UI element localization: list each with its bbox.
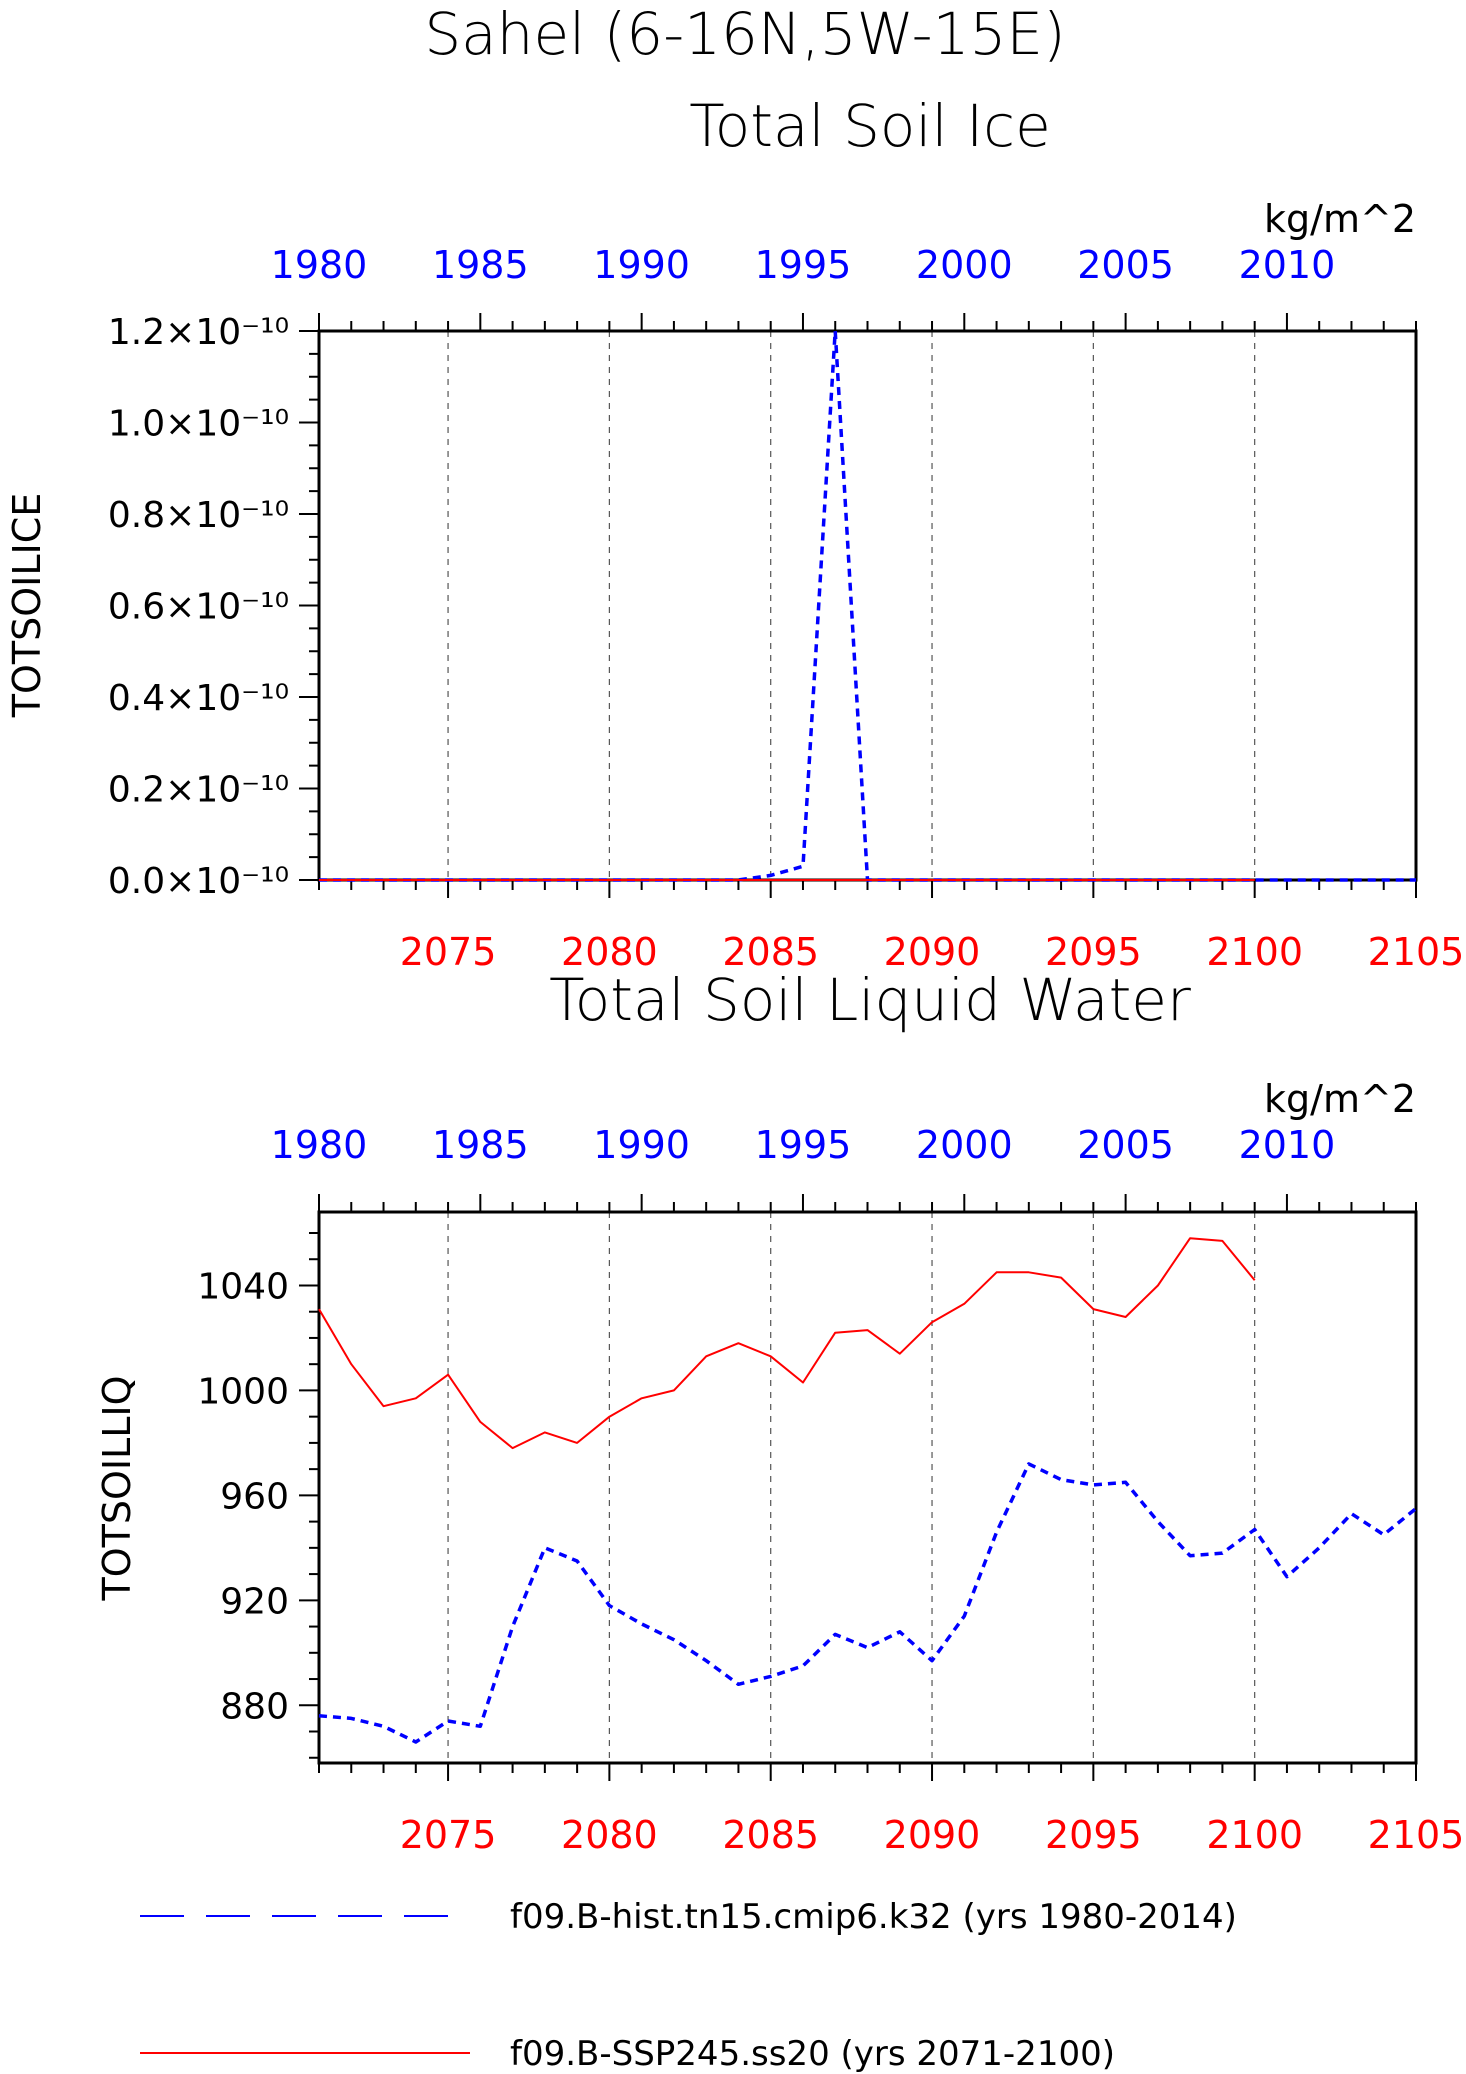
chart-title: Total Soil Liquid Water [549, 966, 1191, 1034]
units-label: kg/m^2 [1264, 197, 1416, 241]
legend-label-ssp: f09.B-SSP245.ss20 (yrs 2071-2100) [510, 2034, 1115, 2074]
series-hist-line [319, 329, 1416, 882]
top-tick-label: 1980 [271, 243, 368, 287]
bottom-tick-label: 2100 [1206, 930, 1303, 974]
bottom-tick-label: 2105 [1368, 930, 1465, 974]
bottom-tick-label: 2085 [722, 1813, 819, 1857]
series-ssp-line [318, 1237, 1256, 1450]
top-tick-label: 1990 [593, 243, 690, 287]
top-tick-label: 2005 [1077, 243, 1174, 287]
bottom-tick-label: 2085 [722, 930, 819, 974]
top-tick-label: 1985 [432, 1123, 529, 1167]
bottom-tick-label: 2090 [884, 930, 981, 974]
top-tick-label: 2010 [1239, 1123, 1336, 1167]
y-tick-label: 1040 [197, 1266, 289, 1307]
top-tick-label: 1990 [593, 1123, 690, 1167]
plot-frame [317, 329, 1418, 882]
top-tick-label: 2005 [1077, 1123, 1174, 1167]
y-tick-label: 1000 [197, 1371, 289, 1412]
top-tick-label: 2010 [1239, 243, 1336, 287]
y-tick-label: 1.2×10⁻¹⁰ [108, 312, 289, 353]
bottom-tick-label: 2075 [400, 930, 497, 974]
plot-frame [317, 1210, 1418, 1765]
y-tick-label: 0.8×10⁻¹⁰ [108, 495, 289, 536]
y-tick-label: 0.2×10⁻¹⁰ [108, 770, 289, 811]
y-tick-label: 880 [220, 1686, 289, 1727]
top-tick-label: 1995 [755, 1123, 852, 1167]
y-tick-label: 0.4×10⁻¹⁰ [108, 678, 289, 719]
top-tick-label: 1980 [271, 1123, 368, 1167]
bottom-tick-label: 2080 [561, 1813, 658, 1857]
figure-title: Sahel (6-16N,5W-15E) [424, 0, 1065, 68]
bottom-tick-label: 2090 [884, 1813, 981, 1857]
y-tick-label: 920 [220, 1581, 289, 1622]
bottom-tick-label: 2100 [1206, 1813, 1303, 1857]
y-tick-label: 960 [220, 1476, 289, 1517]
top-tick-label: 1985 [432, 243, 529, 287]
legend: f09.B-hist.tn15.cmip6.k32 (yrs 1980-2014… [140, 1897, 1237, 2074]
y-axis-label: TOTSOILICE [5, 493, 49, 719]
bottom-tick-label: 2105 [1368, 1813, 1465, 1857]
y-tick-label: 0.6×10⁻¹⁰ [108, 587, 289, 628]
top-tick-label: 2000 [916, 243, 1013, 287]
bottom-tick-label: 2080 [561, 930, 658, 974]
series-hist-line [318, 1462, 1418, 1744]
y-axis-label: TOTSOILLIQ [95, 1375, 139, 1601]
y-tick-label: 0.0×10⁻¹⁰ [108, 861, 289, 902]
legend-label-hist: f09.B-hist.tn15.cmip6.k32 (yrs 1980-2014… [510, 1897, 1237, 1937]
top-tick-label: 2000 [916, 1123, 1013, 1167]
units-label: kg/m^2 [1264, 1077, 1416, 1121]
bottom-tick-label: 2095 [1045, 930, 1142, 974]
chart-panel-2: Total Soil Liquid Water kg/m^2 TOTSOILLIQ 1… [95, 966, 1464, 1857]
chart-title: Total Soil Ice [689, 92, 1051, 160]
y-tick-label: 1.0×10⁻¹⁰ [108, 404, 289, 445]
bottom-tick-label: 2075 [400, 1813, 497, 1857]
chart-panel-1: Total Soil Ice kg/m^2 TOTSOILICE 1980 1985 19… [5, 92, 1464, 974]
top-tick-label: 1995 [755, 243, 852, 287]
bottom-tick-label: 2095 [1045, 1813, 1142, 1857]
